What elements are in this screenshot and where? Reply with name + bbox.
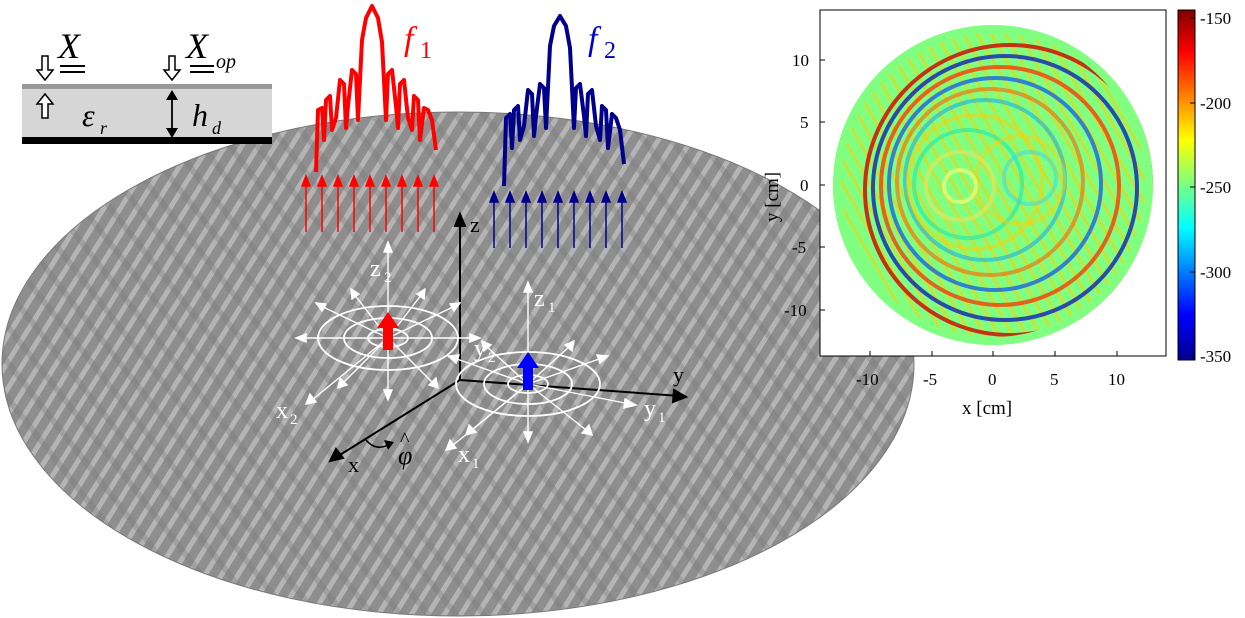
hollow-arrow-up-1 xyxy=(35,92,55,119)
source2-dipole-arrow xyxy=(377,312,399,350)
phi-arc-arrow xyxy=(365,439,394,450)
f1-subscript: 1 xyxy=(420,38,432,64)
x-tick-1: -10 xyxy=(856,370,879,389)
source1-z-label: z xyxy=(534,286,545,312)
colorbar-tick-5: -350 xyxy=(1200,347,1231,366)
x-impedance-label: X xyxy=(56,26,82,66)
source1-x-label: x xyxy=(458,442,470,468)
y-tick-3: 0 xyxy=(800,176,809,195)
x-tick-2: -5 xyxy=(923,370,937,389)
y-tick-1: 10 xyxy=(792,51,809,70)
f1-label: f xyxy=(404,21,418,58)
source2-x-label: x xyxy=(276,398,288,424)
f2-label: f xyxy=(588,21,602,58)
global-y-label: y xyxy=(673,362,684,387)
thickness-subscript: d xyxy=(212,118,222,138)
ground-sheet xyxy=(22,137,272,144)
source1-y-subscript: 1 xyxy=(658,410,666,426)
phi-label: φ xyxy=(398,441,412,470)
thickness-arrow xyxy=(166,90,178,138)
top-sheet xyxy=(22,84,272,89)
colorbar-strip xyxy=(1177,9,1196,361)
thickness-label: h xyxy=(192,97,208,133)
ground-plane xyxy=(1,111,915,617)
y-axis-label: y [cm] xyxy=(762,172,783,222)
dielectric-inset: X X op ε r h d xyxy=(22,26,272,144)
colorbar-tick-3: -250 xyxy=(1200,178,1231,197)
epsilon-subscript: r xyxy=(100,118,108,138)
source1-y-label: y xyxy=(644,396,656,422)
x-axis-label: x [cm] xyxy=(962,398,1012,419)
x-tick-4: 5 xyxy=(1050,370,1059,389)
f2-subscript: 2 xyxy=(604,38,616,64)
hollow-arrow-down-2 xyxy=(162,55,182,82)
source2-z-subscript: 2 xyxy=(384,270,392,286)
dielectric-layer xyxy=(22,89,272,137)
source1-dipole-arrow xyxy=(517,352,539,390)
colorbar-tick-2: -200 xyxy=(1200,94,1231,113)
global-x-label: x xyxy=(348,452,359,477)
hollow-arrow-down-1 xyxy=(35,55,55,82)
xop-subscript: op xyxy=(216,51,236,73)
colorbar-tick-1: -150 xyxy=(1200,9,1231,28)
colorbar-tick-4: -300 xyxy=(1200,263,1231,282)
f2-excitation-arrows xyxy=(488,189,628,248)
f2-profile xyxy=(502,14,626,187)
global-axes xyxy=(328,211,689,463)
source2-z-label: z xyxy=(370,256,381,282)
source1-z-subscript: 1 xyxy=(548,300,556,316)
x-tick-3: 0 xyxy=(988,370,997,389)
f1-excitation-arrows xyxy=(300,173,440,232)
source2-x-subscript: 2 xyxy=(290,412,298,428)
field-disc xyxy=(833,25,1153,345)
phi-hat: ^ xyxy=(400,429,410,451)
source1-radial-arrows xyxy=(444,280,638,451)
y-tick-2: 5 xyxy=(800,113,809,132)
field-plot: -10 -5 0 5 10 10 5 0 -5 -10 x [cm] y [cm… xyxy=(762,9,1167,419)
source1-x-subscript: 1 xyxy=(472,456,480,472)
source2-y-subscript: 2 xyxy=(488,350,496,366)
f1-profile xyxy=(314,4,438,173)
y-tick-4: -5 xyxy=(792,238,806,257)
source2-radial-arrows xyxy=(294,240,482,405)
epsilon-label: ε xyxy=(82,97,95,133)
colorbar: -150 -200 -250 -300 -350 xyxy=(1177,9,1231,366)
y-tick-5: -10 xyxy=(784,301,807,320)
xop-impedance-label: X xyxy=(184,26,210,66)
x-tick-5: 10 xyxy=(1108,370,1125,389)
global-z-label: z xyxy=(470,212,480,237)
